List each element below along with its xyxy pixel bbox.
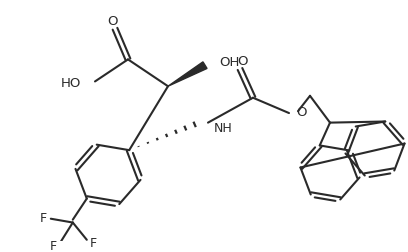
Text: O: O: [108, 15, 118, 27]
Text: O: O: [237, 55, 247, 68]
Text: OH: OH: [219, 56, 239, 69]
Text: F: F: [90, 237, 98, 250]
Text: O: O: [296, 106, 306, 119]
Text: F: F: [40, 212, 47, 225]
Text: HO: HO: [61, 77, 81, 90]
Text: F: F: [50, 240, 58, 252]
Polygon shape: [168, 62, 207, 86]
Text: NH: NH: [214, 122, 233, 135]
